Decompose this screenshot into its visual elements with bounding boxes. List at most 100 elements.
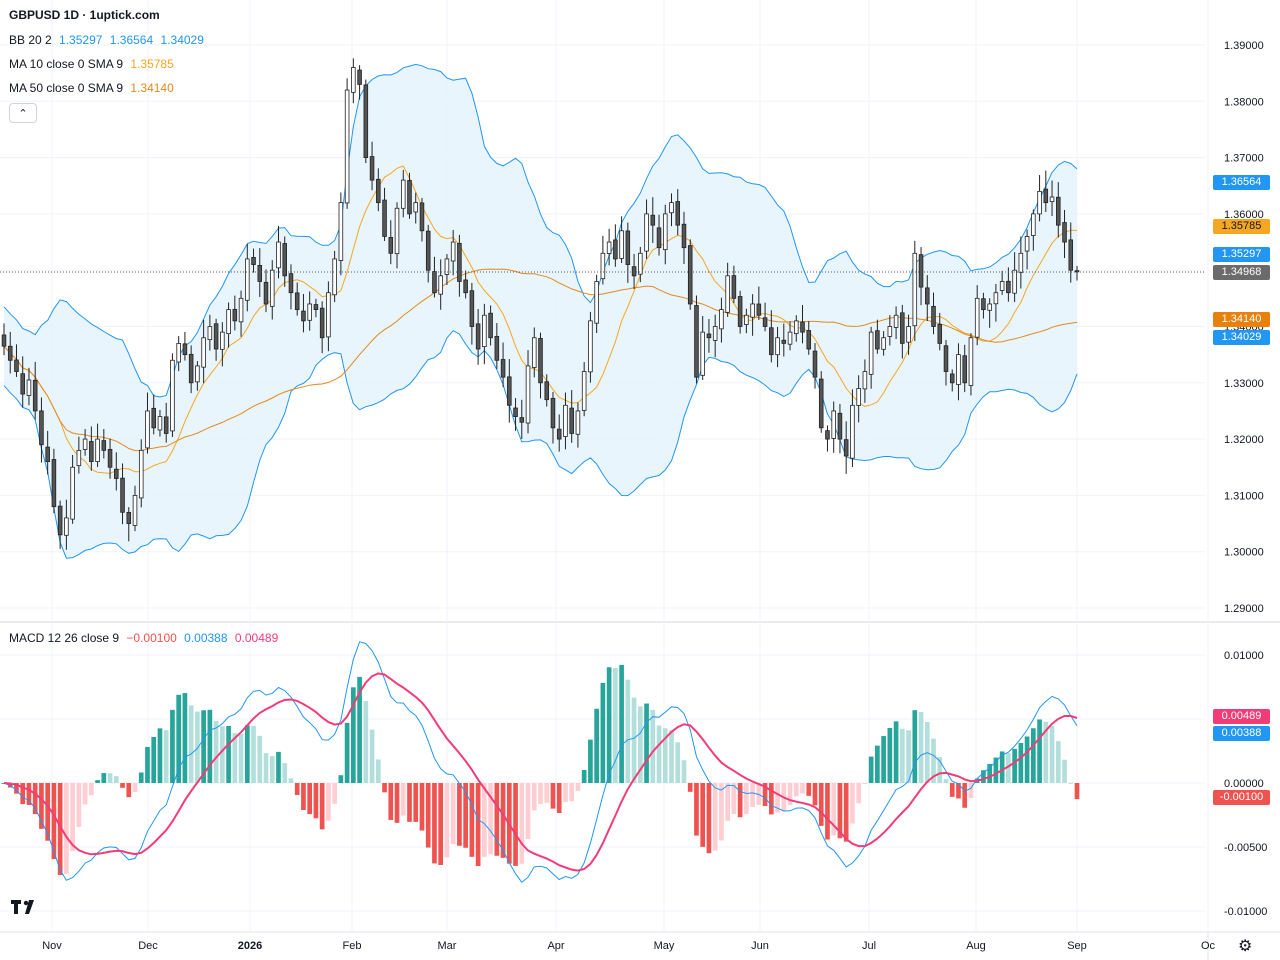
price-tick-label: 1.38000 bbox=[1224, 96, 1264, 108]
macd-histogram-bar bbox=[806, 783, 812, 796]
candle-body bbox=[613, 239, 618, 260]
legend-bb-label: BB 20 2 bbox=[9, 33, 52, 47]
price-tick-label: 1.31000 bbox=[1224, 490, 1264, 502]
tradingview-logo-icon[interactable] bbox=[11, 900, 37, 919]
candle-body bbox=[925, 287, 930, 305]
candle-body bbox=[1, 334, 7, 347]
macd-histogram-bar bbox=[887, 727, 893, 783]
macd-histogram-bar bbox=[719, 783, 724, 841]
candle-body bbox=[363, 84, 369, 158]
macd-histogram-bar bbox=[581, 769, 587, 783]
macd-histogram-bar bbox=[432, 783, 437, 864]
macd-histogram-bar bbox=[1068, 782, 1074, 784]
candle-body bbox=[457, 242, 462, 282]
candle-body bbox=[619, 230, 624, 259]
macd-histogram-bar bbox=[675, 742, 681, 783]
macd-histogram-bar bbox=[893, 721, 899, 783]
legend-ma10[interactable]: MA 10 close 0 SMA 9 1.35785 bbox=[9, 57, 178, 71]
candle-body bbox=[376, 178, 381, 204]
candle-body bbox=[369, 156, 375, 181]
macd-histogram-bar bbox=[569, 783, 575, 802]
candle-body bbox=[151, 407, 156, 429]
macd-histogram-bar bbox=[157, 728, 163, 783]
candle-body bbox=[644, 213, 649, 252]
candle-body bbox=[625, 230, 631, 265]
chart-title: GBPUSD 1D · 1uptick.com bbox=[9, 8, 160, 22]
candle-body bbox=[301, 310, 306, 322]
legend-ma10-value: 1.35785 bbox=[130, 57, 174, 71]
candle-body bbox=[781, 339, 787, 344]
macd-histogram-bar bbox=[850, 783, 855, 824]
macd-histogram-bar bbox=[444, 783, 450, 858]
candle-body bbox=[26, 379, 32, 396]
macd-histogram-bar bbox=[463, 783, 468, 848]
legend-ma50[interactable]: MA 50 close 0 SMA 9 1.34140 bbox=[9, 81, 178, 95]
candle-body bbox=[57, 505, 63, 536]
gear-icon[interactable]: ⚙ bbox=[1238, 938, 1253, 955]
candle-body bbox=[756, 303, 762, 316]
legend-macd-signal: 0.00489 bbox=[234, 631, 279, 645]
macd-tick-label: 0.00000 bbox=[1224, 778, 1264, 790]
candle-body bbox=[407, 180, 412, 215]
macd-histogram-bar bbox=[488, 783, 493, 855]
macd-histogram-bar bbox=[756, 783, 762, 805]
macd-histogram-bar bbox=[70, 783, 75, 852]
legend-bb[interactable]: BB 20 2 1.35297 1.36564 1.34029 bbox=[9, 33, 208, 47]
candle-body bbox=[1062, 222, 1067, 243]
candle-body bbox=[600, 252, 606, 280]
tag-ma50: 1.34140 bbox=[1213, 312, 1270, 327]
time-tick-label: 2026 bbox=[238, 940, 262, 952]
macd-histogram-bar bbox=[276, 751, 281, 783]
candle-body bbox=[400, 179, 406, 209]
tag-bb-upper: 1.36564 bbox=[1213, 175, 1270, 190]
candle-body bbox=[176, 342, 181, 363]
macd-histogram-bar bbox=[812, 783, 818, 806]
macd-histogram-bar bbox=[151, 736, 157, 783]
candle-body bbox=[556, 428, 562, 440]
candle-body bbox=[238, 297, 244, 323]
candle-body bbox=[987, 303, 992, 311]
macd-histogram-bar bbox=[606, 667, 612, 783]
macd-histogram-bar bbox=[107, 773, 113, 783]
macd-histogram-bar bbox=[981, 770, 986, 783]
legend-bb-upper: 1.36564 bbox=[109, 33, 154, 47]
candle-body bbox=[700, 331, 705, 376]
tag-bb-basis: 1.35297 bbox=[1213, 247, 1270, 262]
candle-body bbox=[357, 69, 362, 85]
candle-body bbox=[731, 275, 737, 299]
candle-body bbox=[1006, 280, 1011, 294]
candle-body bbox=[588, 320, 593, 373]
candle-body bbox=[282, 243, 287, 277]
candle-body bbox=[132, 494, 138, 526]
candle-body bbox=[687, 245, 693, 305]
macd-histogram-bar bbox=[51, 783, 57, 860]
collapse-legend-button[interactable]: ⌃ bbox=[9, 103, 37, 123]
candle-body bbox=[881, 337, 886, 350]
candle-body bbox=[931, 305, 936, 327]
candle-body bbox=[638, 252, 643, 275]
candle-body bbox=[432, 271, 437, 294]
price-tick-label: 1.30000 bbox=[1224, 547, 1264, 559]
macd-histogram-bar bbox=[637, 706, 643, 783]
macd-histogram-bar bbox=[793, 783, 799, 797]
candle-body bbox=[201, 337, 206, 368]
legend-bb-basis: 1.35297 bbox=[59, 33, 103, 47]
candle-body bbox=[114, 468, 119, 479]
price-tick-label: 1.39000 bbox=[1224, 40, 1264, 52]
candle-body bbox=[157, 416, 163, 431]
macd-histogram-bar bbox=[519, 783, 525, 864]
macd-histogram-bar bbox=[1030, 728, 1036, 783]
macd-histogram-bar bbox=[588, 739, 593, 783]
macd-histogram-bar bbox=[301, 783, 306, 810]
candle-body bbox=[288, 273, 294, 294]
macd-histogram-bar bbox=[375, 759, 381, 783]
macd-histogram-bar bbox=[400, 783, 406, 816]
macd-histogram-bar bbox=[413, 783, 419, 822]
macd-histogram-bar bbox=[544, 783, 550, 803]
legend-macd[interactable]: MACD 12 26 close 9 −0.00100 0.00388 0.00… bbox=[9, 631, 282, 645]
macd-tick-label: -0.01000 bbox=[1224, 906, 1267, 918]
candle-body bbox=[675, 201, 681, 226]
candle-body bbox=[475, 323, 481, 350]
candle-body bbox=[82, 438, 88, 450]
